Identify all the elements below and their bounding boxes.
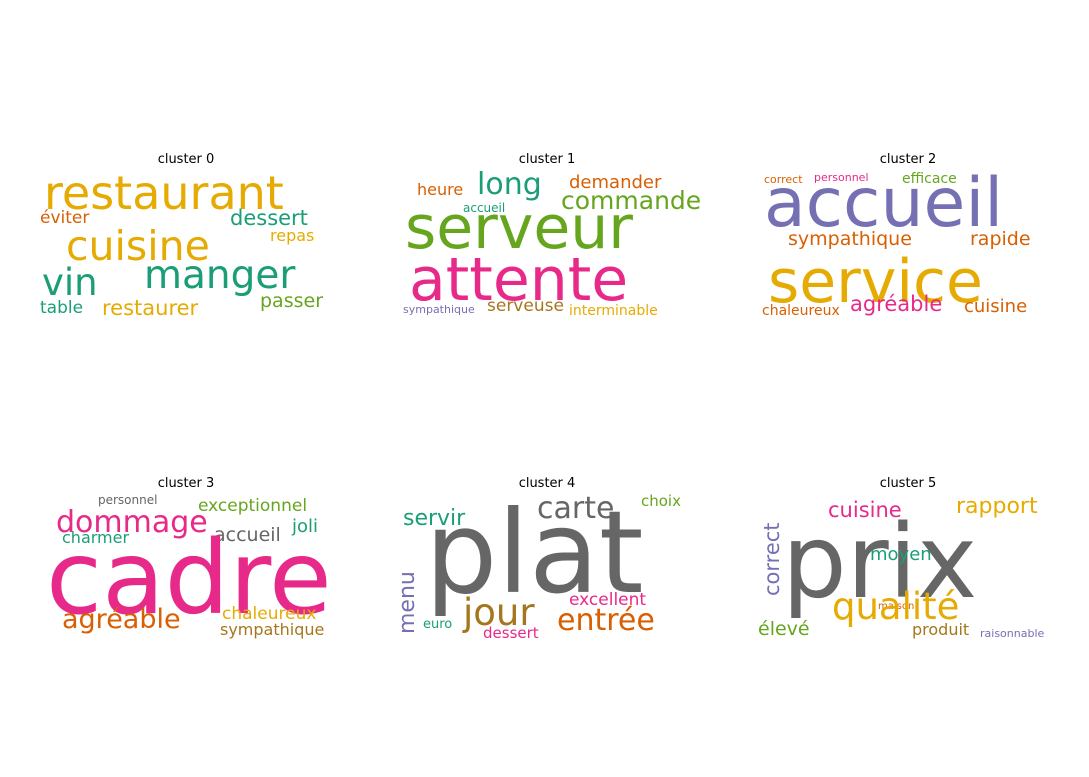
word-repas: repas [270,226,315,245]
word-sympathique: sympathique [788,228,912,250]
word-serveuse: serveuse [487,296,564,316]
word-agréable: agréable [850,292,943,316]
word-choix: choix [641,492,681,510]
word-raisonnable: raisonnable [980,627,1045,640]
word-cuisine: cuisine [66,222,210,270]
wordcloud-panel-1: cluster 1 heure long demander accueil comman… [397,152,701,319]
word-accueil: accueil [214,524,281,546]
word-interminable: interminable [569,303,658,319]
word-dessert: dessert [230,206,308,230]
wordcloud-panel-5: cluster 5 correct cuisine rapport prix moyen… [758,476,1058,640]
wordcloud-area: personnel exceptionnel dommage joli charmer a… [36,493,336,639]
word-cuisine: cuisine [964,296,1028,317]
word-efficace: efficace [902,171,957,187]
word-rapide: rapide [970,228,1031,250]
word-chaleureux: chaleureux [222,604,317,624]
word-agréable: agréable [62,604,181,635]
word-personnel: personnel [814,171,869,184]
wordcloud-area: correct cuisine rapport prix moyen maison qual… [758,494,1058,640]
word-correct: correct [760,522,784,596]
word-commande: commande [561,186,702,215]
word-manger: manger [144,253,296,298]
word-table: table [40,298,84,318]
word-exceptionnel: exceptionnel [198,496,308,516]
wordcloud-area: servir carte choix plat menu jour excellent eur… [395,486,697,641]
word-charmer: charmer [62,528,130,547]
word-sympathique: sympathique [403,303,475,316]
word-euro: euro [423,617,453,632]
word-cuisine: cuisine [828,498,902,522]
word-attente: attente [409,245,629,315]
word-accueil: accueil [463,201,506,215]
word-correct: correct [764,173,803,186]
word-prix: prix [782,503,978,622]
word-plat: plat [425,486,644,619]
word-moyen: moyen [870,544,932,565]
word-vin: vin [42,261,98,304]
panel-title: cluster 2 [879,152,937,167]
word-entrée: entrée [557,603,655,638]
wordcloud-panel-2: cluster 2 correct personnel efficace accuei… [758,152,1058,319]
wordcloud-area: correct personnel efficace accueil sympathiq… [758,164,1058,319]
word-chaleureux: chaleureux [762,303,840,319]
word-passer: passer [260,290,324,312]
wordcloud-panel-0: cluster 0 restaurant éviter dessert cuisine… [36,152,336,319]
word-produit: produit [912,620,970,639]
panel-title: cluster 5 [879,476,937,491]
word-carte: carte [537,491,615,526]
panel-title: cluster 3 [157,476,215,491]
word-personnel: personnel [98,493,158,507]
word-élevé: élevé [758,618,810,640]
word-sympathique: sympathique [220,620,325,639]
word-serveur: serveur [405,193,633,263]
word-cadre: cadre [46,519,332,638]
word-menu: menu [395,571,420,634]
word-dessert: dessert [483,624,539,642]
word-long: long [477,167,542,202]
word-excellent: excellent [569,590,647,610]
word-servir: servir [403,506,466,531]
word-jour: jour [463,591,535,634]
panel-title: cluster 4 [518,476,576,491]
word-maison: maison [878,601,915,612]
word-service: service [768,247,983,317]
panel-title: cluster 1 [518,152,576,167]
word-qualité: qualité [832,585,960,628]
word-rapport: rapport [956,494,1038,519]
word-restaurer: restaurer [102,296,199,320]
wordcloud-area: heure long demander accueil commande serveur a… [397,167,701,319]
word-demander: demander [569,172,662,193]
word-joli: joli [292,516,319,537]
word-dommage: dommage [56,505,208,540]
word-restaurant: restaurant [44,166,284,220]
wordcloud-area: restaurant éviter dessert cuisine repas vin ma… [36,166,336,319]
panel-title: cluster 0 [157,152,215,167]
word-éviter: éviter [40,208,90,228]
wordcloud-panel-3: cluster 3 personnel exceptionnel dommage jo… [36,476,336,639]
word-heure: heure [417,180,464,199]
word-accueil: accueil [764,164,1004,243]
wordcloud-panel-4: cluster 4 servir carte choix plat menu jour ex… [395,476,697,641]
